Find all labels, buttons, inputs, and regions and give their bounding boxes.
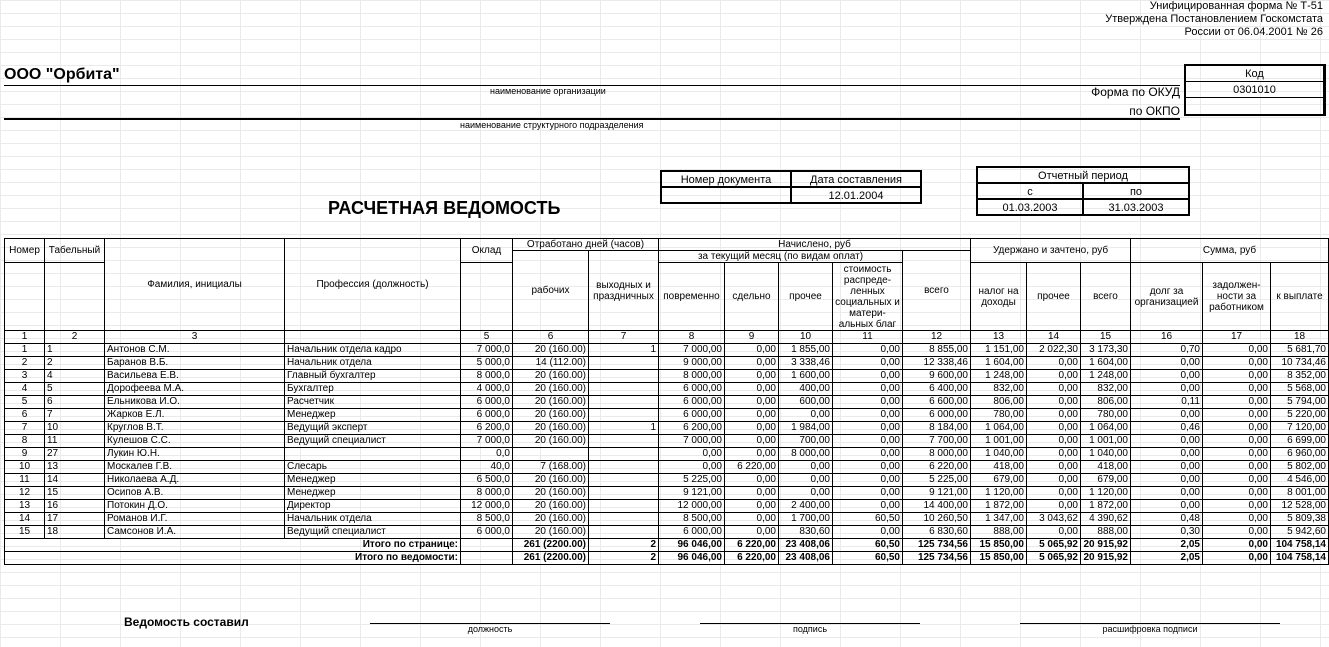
dept-caption: наименование структурного подразделения [460,120,643,130]
footer-job: должность [370,623,610,634]
footer-name: расшифровка подписи [1020,623,1280,634]
form-line3: России от 06.04.2001 № 26 [1105,26,1323,39]
table-row: 22Баранов В.Б.Начальник отдела5 000,014 … [5,357,1329,370]
table-row: 1114Николаева А.Д.Менеджер6 500,020 (160… [5,474,1329,487]
table-row: 67Жарков Е.Л.Менеджер6 000,020 (160.00)6… [5,409,1329,422]
period-from-label: с [977,183,1083,199]
table-row: 710Круглов В.Т.Ведущий эксперт6 200,020 … [5,422,1329,435]
table-row: 1417Романов И.Г.Начальник отдела8 500,02… [5,513,1329,526]
total-row: Итого по странице:261 (2200.00)296 046,0… [5,539,1329,552]
period-label: Отчетный период [977,167,1189,183]
table-row: 34Васильева Е.В.Главный бухгалтер8 000,0… [5,370,1329,383]
table-row: 927Лукин Ю.Н.0,00,000,008 000,000,008 00… [5,448,1329,461]
date-label: Дата составления [791,171,921,187]
footer-sign: подпись [700,623,920,634]
company-name: ООО "Орбита" [4,66,120,84]
period-to: 31.03.2003 [1083,199,1189,215]
document-title: РАСЧЕТНАЯ ВЕДОМОСТЬ [328,198,560,219]
okud-code: 0301010 [1186,82,1324,98]
table-row: 56Ельникова И.О.Расчетчик6 000,020 (160.… [5,396,1329,409]
period-to-label: по [1083,183,1189,199]
payroll-table: НомерТабельныйФамилия, инициалыПрофессия… [4,238,1329,565]
table-row: 811Кулешов С.С.Ведущий специалист7 000,0… [5,435,1329,448]
table-row: 11Антонов С.М.Начальник отдела кадро7 00… [5,344,1329,357]
table-row: 45Дорофеева М.А.Бухгалтер4 000,020 (160.… [5,383,1329,396]
doc-number [661,187,791,203]
table-row: 1316Потокин Д.О.Директор12 000,020 (160.… [5,500,1329,513]
org-caption: наименование организации [490,86,606,96]
table-row: 1518Самсонов И.А.Ведущий специалист6 000… [5,526,1329,539]
period-from: 01.03.2003 [977,199,1083,215]
okpo-code [1186,98,1324,114]
table-row: 1013Москалев Г.В.Слесарь40,07 (168.00)0,… [5,461,1329,474]
form-identifier: Унифицированная форма № Т-51 Утверждена … [1105,0,1323,39]
code-label: Код [1186,66,1324,82]
table-row: 1215Осипов А.В.Менеджер8 000,020 (160.00… [5,487,1329,500]
form-line2: Утверждена Постановлением Госкомстата [1105,13,1323,26]
total-row: Итого по ведомости:261 (2200.00)296 046,… [5,552,1329,565]
footer-label: Ведомость составил [124,615,249,629]
form-line1: Унифицированная форма № Т-51 [1105,0,1323,13]
form-okpo-label: по ОКПО [1080,104,1180,118]
form-okud-label: Форма по ОКУД [1080,85,1180,99]
doc-number-label: Номер документа [661,171,791,187]
doc-date: 12.01.2004 [791,187,921,203]
